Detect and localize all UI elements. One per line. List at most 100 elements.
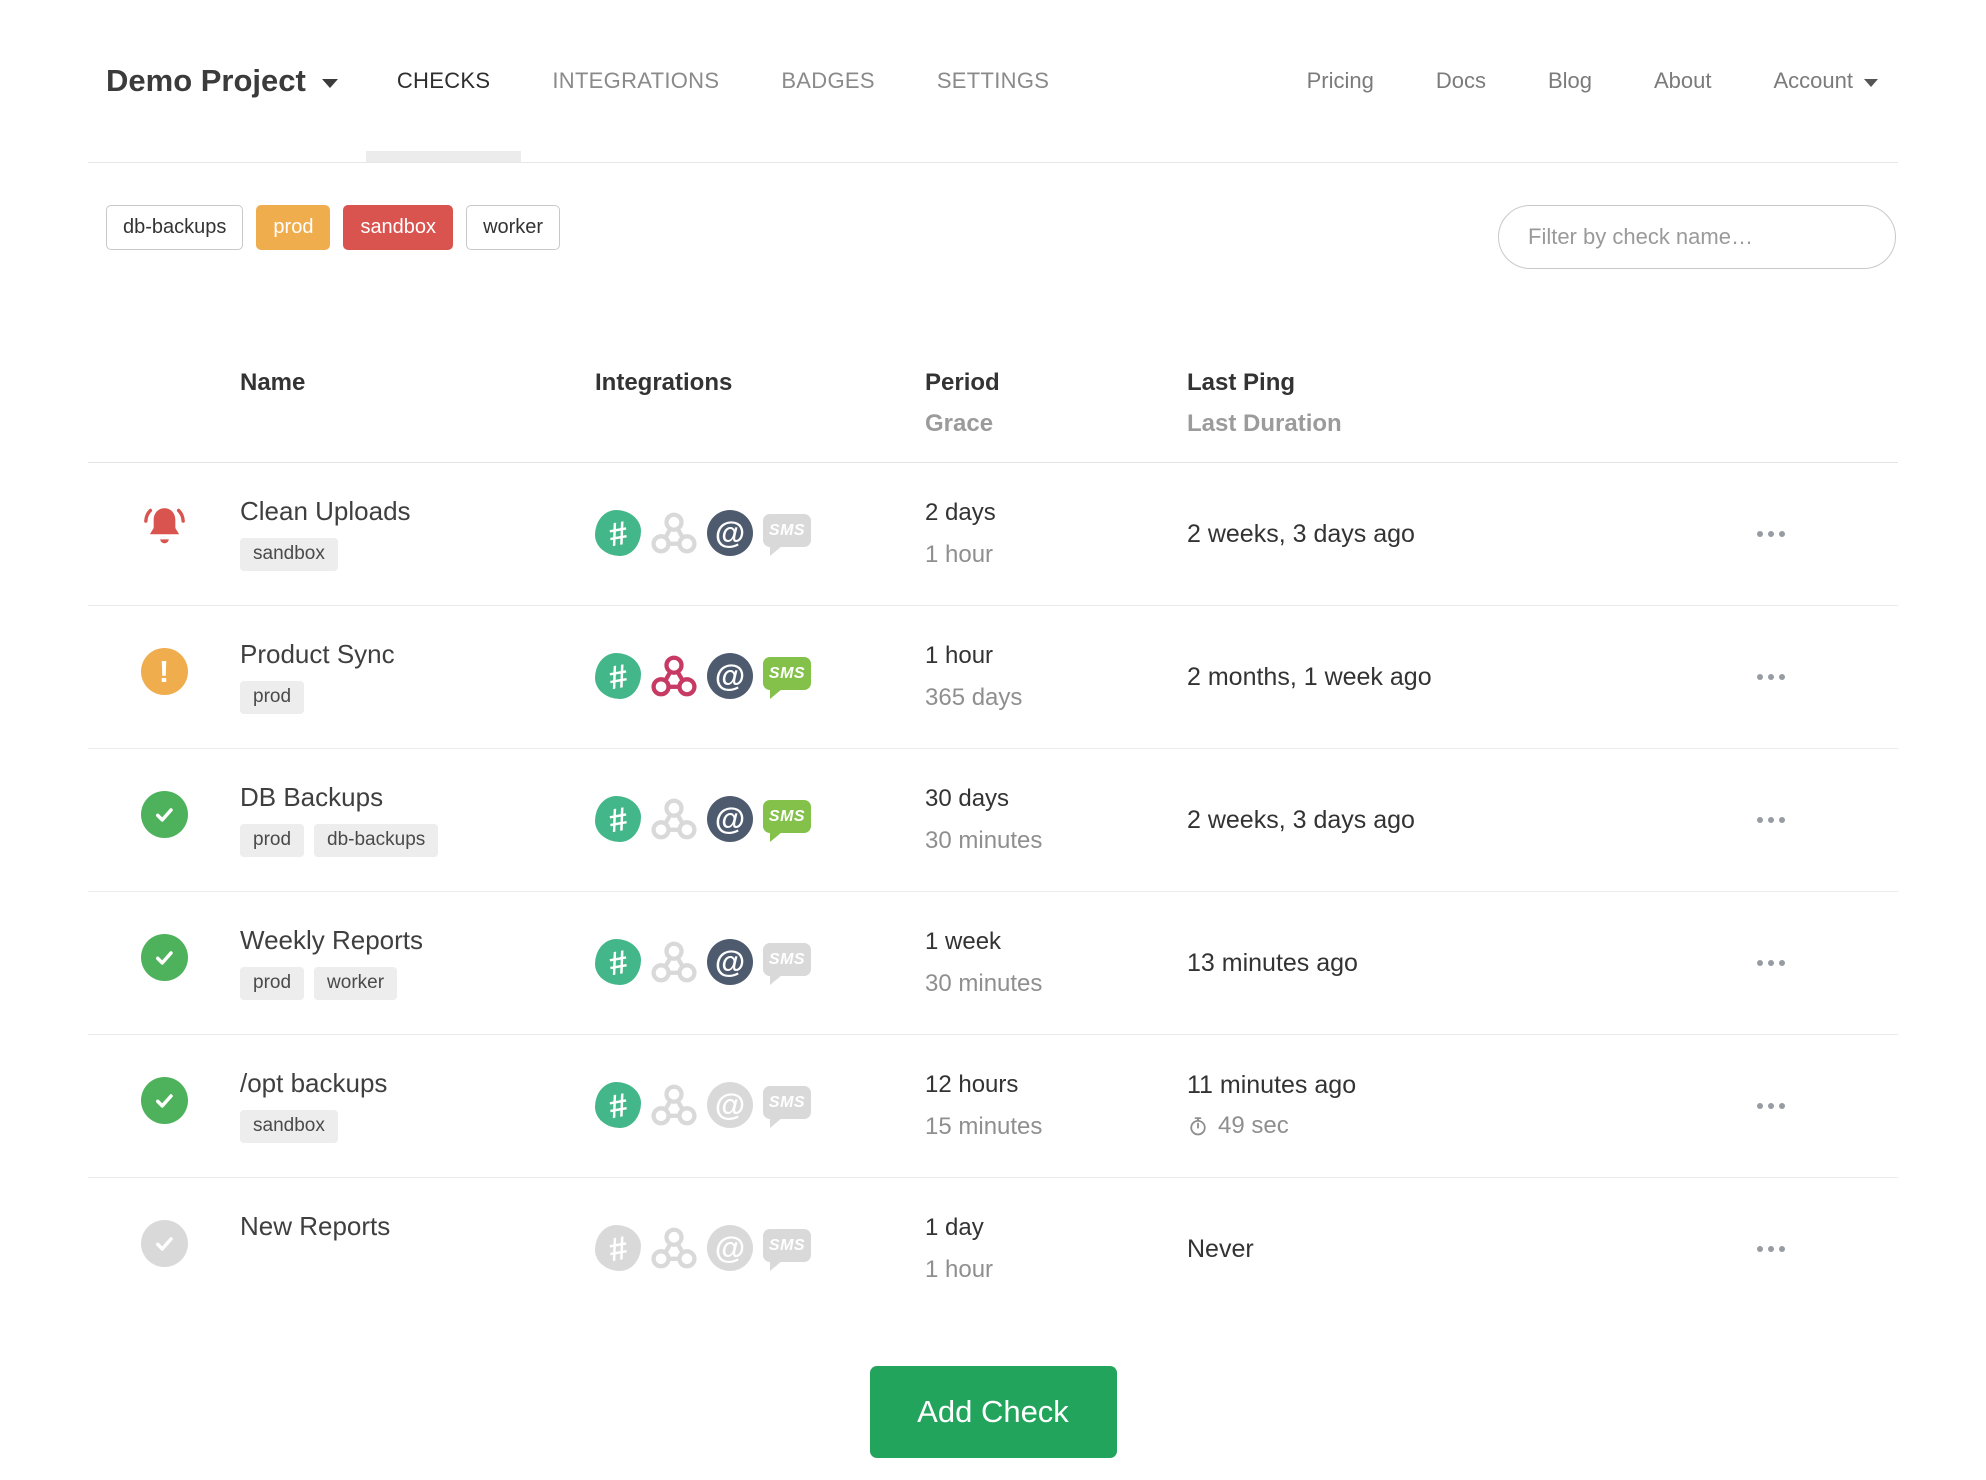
nav-link-label: Blog <box>1547 68 1592 93</box>
slack-icon: # <box>595 1225 641 1271</box>
email-icon: @ <box>707 1082 753 1128</box>
header-integrations: Integrations <box>595 369 733 396</box>
check-period: 12 hours <box>925 1071 1019 1098</box>
check-integrations: # @ SMS <box>595 1178 925 1271</box>
slack-icon: # <box>595 653 641 699</box>
tag-filters: db-backups prod sandbox worker <box>88 205 561 250</box>
check-row: DB Backups prod db-backups # @ SMS <box>88 749 1898 892</box>
sms-icon: SMS <box>763 657 811 699</box>
header-grace: Grace <box>925 410 994 437</box>
webhook-icon <box>651 939 697 985</box>
tag-filter-db-backups[interactable]: db-backups <box>106 205 244 250</box>
checks-page: Demo Project CHECKS INTEGRATIONS BADGES SET… <box>88 0 1898 1458</box>
bell-glyph <box>143 508 185 544</box>
check-glyph <box>155 1094 173 1108</box>
tag-filter-worker[interactable]: worker <box>466 205 561 250</box>
check-name[interactable]: Weekly Reports <box>240 925 424 955</box>
check-last-ping: 13 minutes ago <box>1187 949 1358 977</box>
tag-filter-sandbox[interactable]: sandbox <box>343 205 454 250</box>
check-row: ! Product Sync prod # @ <box>88 606 1898 749</box>
check-name[interactable]: /opt backups <box>240 1068 388 1098</box>
nav-tab-checks[interactable]: CHECKS <box>365 0 522 162</box>
email-icon: @ <box>707 1225 753 1271</box>
sms-icon: SMS <box>763 800 811 842</box>
sms-icon: SMS <box>763 1229 811 1271</box>
check-glyph <box>155 1237 173 1251</box>
email-icon: @ <box>707 653 753 699</box>
bell-icon <box>141 501 188 548</box>
header-name: Name <box>240 369 306 396</box>
check-icon <box>140 934 188 981</box>
check-name[interactable]: Clean Uploads <box>240 496 411 526</box>
check-period: 2 days <box>925 499 996 526</box>
nav-link-label: Docs <box>1435 68 1486 93</box>
check-integrations: # @ SMS <box>595 749 925 842</box>
check-period: 30 days <box>925 785 1010 812</box>
row-menu-button[interactable] <box>1753 527 1789 541</box>
chevron-down-icon <box>321 78 338 88</box>
check-row: Clean Uploads sandbox # @ SMS <box>88 463 1898 606</box>
nav-link-blog[interactable]: Blog <box>1548 68 1592 94</box>
filter-input[interactable] <box>1498 205 1896 269</box>
nav-link-account[interactable]: Account <box>1773 68 1878 94</box>
check-integrations: # @ SMS <box>595 463 925 556</box>
webhook-icon <box>651 1082 697 1128</box>
nav-link-label: Account <box>1773 68 1854 93</box>
webhook-icon <box>651 1225 697 1271</box>
email-icon: @ <box>707 939 753 985</box>
check-tag: sandbox <box>240 538 338 571</box>
check-tag: sandbox <box>240 1110 338 1143</box>
check-grace: 365 days <box>925 684 1023 711</box>
row-menu-button[interactable] <box>1753 1242 1789 1256</box>
check-last-duration: 49 sec <box>1218 1112 1289 1139</box>
check-tag: prod <box>240 967 305 1000</box>
project-switcher[interactable]: Demo Project <box>88 63 338 99</box>
check-integrations: # @ SMS <box>595 606 925 699</box>
nav-tabs: CHECKS INTEGRATIONS BADGES SETTINGS <box>365 0 1080 162</box>
navbar: Demo Project CHECKS INTEGRATIONS BADGES SET… <box>88 0 1898 163</box>
check-tags: prod <box>240 681 595 714</box>
check-grace: 15 minutes <box>925 1113 1043 1140</box>
check-tag: db-backups <box>314 824 439 857</box>
email-icon: @ <box>707 796 753 842</box>
slack-icon: # <box>595 1082 641 1128</box>
nav-tab-integrations[interactable]: INTEGRATIONS <box>552 68 720 93</box>
slack-icon: # <box>595 510 641 556</box>
check-name[interactable]: Product Sync <box>240 639 395 669</box>
sms-icon: SMS <box>763 1086 811 1128</box>
exclamation-icon: ! <box>140 648 188 695</box>
webhook-icon <box>651 653 697 699</box>
check-integrations: # @ SMS <box>595 892 925 985</box>
slack-icon: # <box>595 796 641 842</box>
check-last-ping: 2 weeks, 3 days ago <box>1187 520 1415 548</box>
sms-icon: SMS <box>763 514 811 556</box>
check-name[interactable]: New Reports <box>240 1211 391 1241</box>
nav-tab-settings[interactable]: SETTINGS <box>936 68 1050 93</box>
check-grace: 30 minutes <box>925 970 1043 997</box>
nav-tab-badges[interactable]: BADGES <box>781 68 875 93</box>
project-name: Demo Project <box>106 63 306 98</box>
header-period: Period <box>925 369 1000 396</box>
nav-link-pricing[interactable]: Pricing <box>1307 68 1374 94</box>
add-check-button[interactable]: Add Check <box>869 1366 1117 1458</box>
check-period: 1 hour <box>925 642 994 669</box>
nav-link-about[interactable]: About <box>1654 68 1712 94</box>
row-menu-button[interactable] <box>1753 1099 1789 1113</box>
check-grace: 30 minutes <box>925 827 1043 854</box>
filter-row: db-backups prod sandbox worker <box>88 205 1898 269</box>
check-integrations: # @ SMS <box>595 1035 925 1128</box>
nav-link-docs[interactable]: Docs <box>1436 68 1486 94</box>
row-menu-button[interactable] <box>1753 813 1789 827</box>
check-row: /opt backups sandbox # @ SMS <box>88 1035 1898 1178</box>
check-tag: worker <box>314 967 398 1000</box>
webhook-icon <box>651 510 697 556</box>
checks-table: Name Integrations Period Grace Last Ping… <box>88 355 1898 1321</box>
row-menu-button[interactable] <box>1753 670 1789 684</box>
webhook-icon <box>651 796 697 842</box>
row-menu-button[interactable] <box>1753 956 1789 970</box>
check-name[interactable]: DB Backups <box>240 782 384 812</box>
check-row: Weekly Reports prod worker # @ SMS <box>88 892 1898 1035</box>
tag-filter-prod[interactable]: prod <box>256 205 331 250</box>
sms-icon: SMS <box>763 943 811 985</box>
check-tag: prod <box>240 824 305 857</box>
